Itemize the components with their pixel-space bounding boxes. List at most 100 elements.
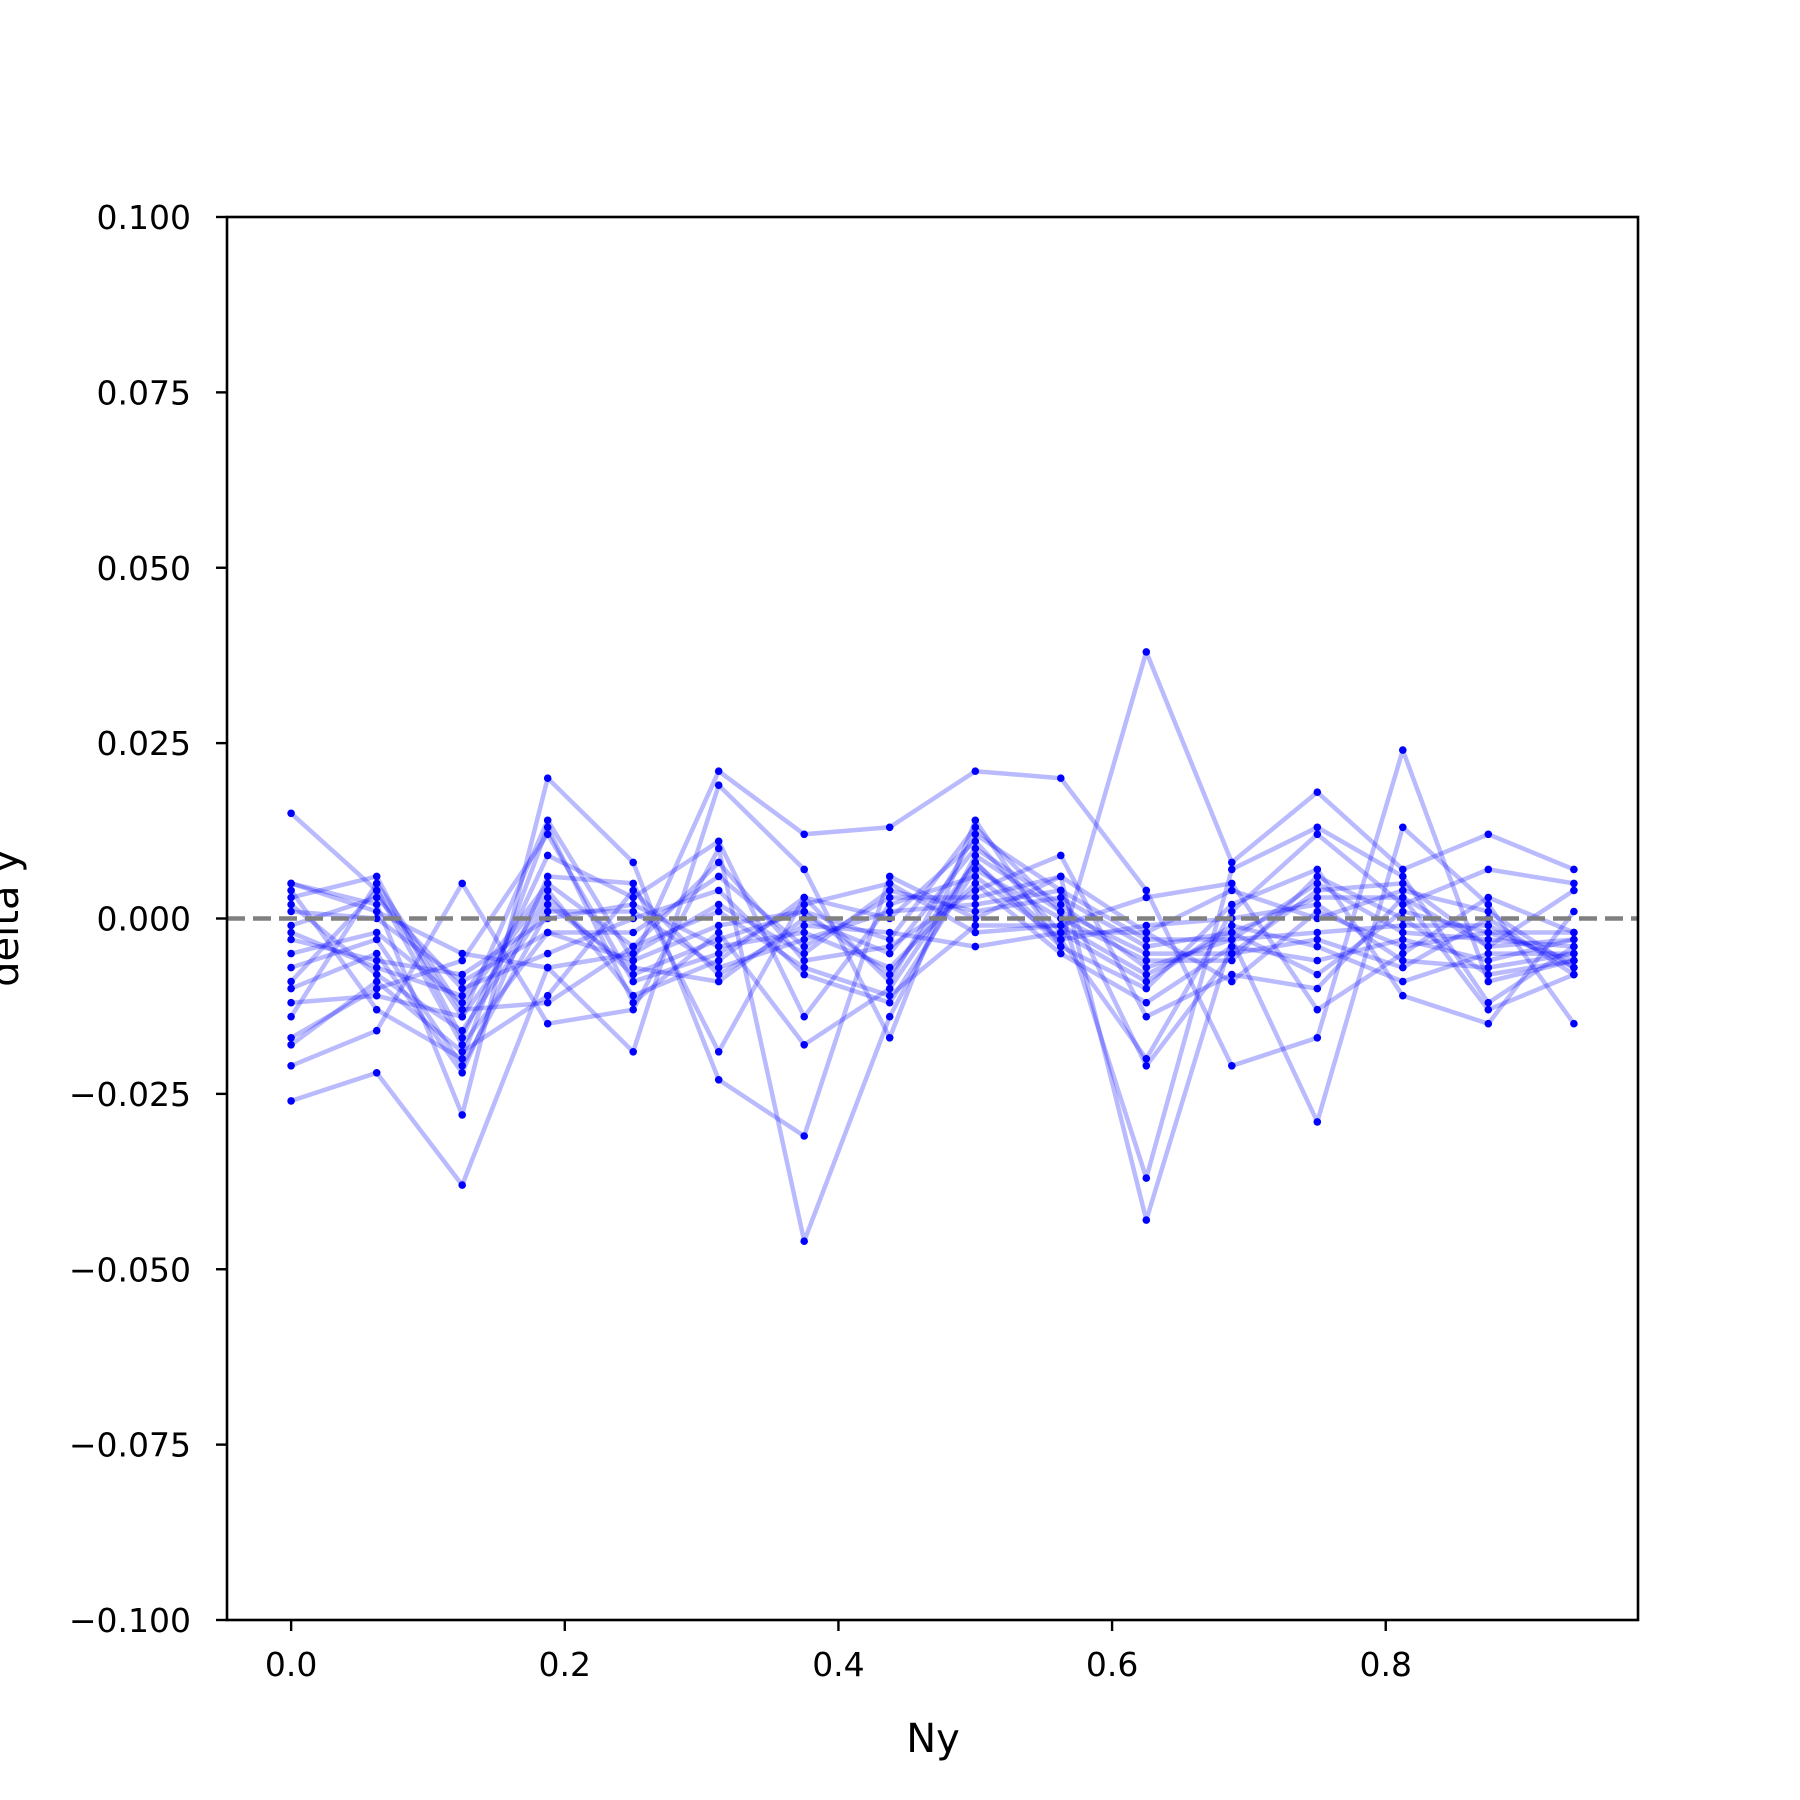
data-point bbox=[885, 1012, 894, 1021]
series-line bbox=[290, 832, 1575, 1062]
data-point bbox=[458, 1111, 467, 1119]
data-point bbox=[1399, 900, 1407, 909]
series-20 bbox=[287, 886, 1578, 1056]
series-line bbox=[290, 649, 1575, 1188]
data-point bbox=[1484, 865, 1493, 874]
y-tick-label: 0.000 bbox=[97, 900, 191, 939]
data-point bbox=[287, 1041, 295, 1049]
data-point bbox=[885, 935, 894, 944]
series-line bbox=[290, 881, 1575, 1005]
data-point bbox=[372, 907, 381, 916]
data-point bbox=[1142, 928, 1151, 937]
data-point bbox=[714, 858, 723, 867]
x-tick-label: 0.0 bbox=[265, 1645, 317, 1684]
data-point bbox=[1142, 1174, 1151, 1182]
data-point bbox=[1313, 893, 1322, 902]
data-point bbox=[287, 907, 295, 916]
data-point bbox=[1399, 872, 1407, 881]
data-point bbox=[800, 942, 808, 951]
data-point bbox=[1399, 963, 1407, 972]
data-point bbox=[885, 907, 894, 916]
data-point bbox=[287, 879, 295, 888]
data-point bbox=[372, 956, 381, 965]
data-point bbox=[714, 928, 723, 937]
data-point bbox=[543, 774, 552, 782]
data-point bbox=[1399, 935, 1407, 944]
data-point bbox=[629, 893, 637, 902]
data-point bbox=[287, 935, 295, 944]
data-point bbox=[287, 949, 295, 958]
data-point bbox=[1142, 1062, 1151, 1070]
data-point bbox=[543, 893, 552, 902]
data-point bbox=[1057, 851, 1065, 860]
y-tick-label: 0.050 bbox=[97, 549, 191, 588]
data-point bbox=[1142, 942, 1151, 951]
data-point bbox=[543, 816, 552, 825]
data-point bbox=[1570, 1019, 1578, 1028]
data-point bbox=[458, 1012, 467, 1021]
data-point bbox=[1484, 998, 1493, 1007]
data-point bbox=[1057, 774, 1065, 782]
data-point bbox=[1570, 942, 1578, 951]
data-point bbox=[800, 921, 808, 930]
data-point bbox=[629, 963, 637, 972]
series-line bbox=[290, 775, 1576, 1223]
series-line bbox=[289, 874, 1576, 1048]
data-point bbox=[1228, 949, 1236, 958]
data-point bbox=[1570, 865, 1578, 874]
data-point bbox=[543, 991, 552, 1000]
data-point bbox=[971, 921, 980, 930]
data-point bbox=[543, 900, 552, 909]
data-point bbox=[1570, 949, 1578, 958]
data-point bbox=[714, 872, 723, 881]
data-point bbox=[1228, 886, 1236, 895]
data-point bbox=[800, 970, 808, 979]
data-point bbox=[1057, 872, 1065, 881]
data-point bbox=[629, 942, 637, 951]
y-axis-ticks: 0.100 0.075 0.050 0.025 0.000 −0.025 −0.050 −0.… bbox=[69, 198, 227, 1640]
data-point bbox=[1228, 858, 1236, 867]
data-point bbox=[1570, 928, 1578, 937]
data-point bbox=[1057, 928, 1065, 937]
data-point bbox=[1057, 935, 1065, 944]
data-point bbox=[971, 830, 980, 839]
data-point bbox=[372, 893, 381, 902]
data-point bbox=[1142, 963, 1151, 972]
series-line bbox=[290, 825, 1576, 1244]
data-point bbox=[971, 942, 980, 951]
series-line bbox=[290, 825, 1576, 984]
data-point bbox=[1228, 977, 1236, 986]
data-point bbox=[1399, 977, 1407, 986]
data-point bbox=[1142, 970, 1151, 979]
data-point bbox=[1313, 886, 1322, 895]
data-point bbox=[629, 886, 637, 895]
series-5 bbox=[287, 830, 1578, 1063]
data-point bbox=[1228, 928, 1236, 937]
data-point bbox=[885, 872, 894, 881]
data-point bbox=[885, 949, 894, 958]
data-point bbox=[1142, 998, 1151, 1007]
data-point bbox=[1313, 823, 1322, 832]
data-point bbox=[458, 1181, 467, 1189]
data-point bbox=[458, 879, 467, 888]
data-point bbox=[714, 844, 723, 853]
series-layer bbox=[287, 648, 1578, 1245]
data-point bbox=[1228, 907, 1236, 916]
data-point bbox=[1313, 872, 1322, 881]
data-point bbox=[971, 858, 980, 867]
data-point bbox=[971, 886, 980, 895]
data-point bbox=[458, 1026, 467, 1035]
data-point bbox=[1570, 907, 1578, 916]
data-point bbox=[714, 921, 723, 930]
data-point bbox=[543, 879, 552, 888]
series-7 bbox=[287, 823, 1578, 1063]
series-line bbox=[289, 888, 1574, 1055]
data-point bbox=[287, 928, 295, 937]
data-point bbox=[458, 991, 467, 1000]
data-point bbox=[800, 963, 808, 972]
data-point bbox=[372, 1026, 381, 1035]
data-point bbox=[1142, 1012, 1151, 1021]
data-point bbox=[885, 893, 894, 902]
data-point bbox=[714, 963, 723, 972]
